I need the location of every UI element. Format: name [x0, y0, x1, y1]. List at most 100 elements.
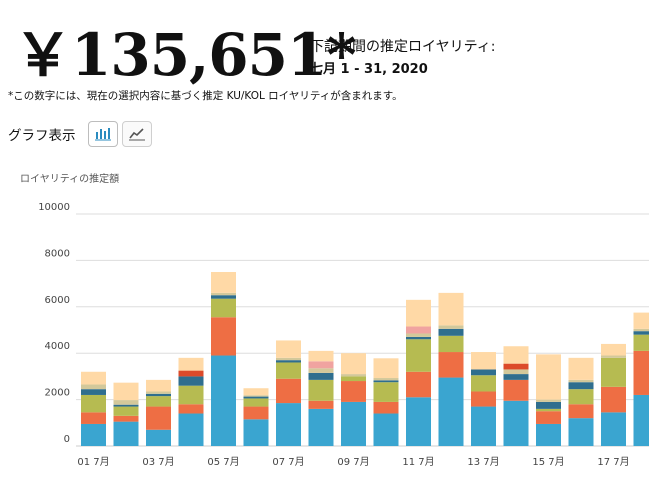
bar-segment[interactable] [308, 350, 334, 362]
bar-segment[interactable] [211, 317, 236, 356]
bar-stack[interactable] [341, 353, 366, 446]
bar-stack[interactable] [243, 388, 269, 446]
bar-segment[interactable] [568, 404, 594, 419]
bar-segment[interactable] [503, 369, 529, 375]
bar-segment[interactable] [146, 396, 171, 407]
bar-segment[interactable] [633, 328, 649, 332]
bar-segment[interactable] [406, 397, 431, 446]
bar-segment[interactable] [341, 401, 366, 446]
bar-segment[interactable] [81, 423, 106, 446]
bar-segment[interactable] [308, 400, 334, 409]
bar-segment[interactable] [243, 398, 269, 407]
bar-segment[interactable] [503, 346, 529, 364]
bar-segment[interactable] [373, 378, 399, 381]
bar-segment[interactable] [536, 401, 561, 409]
bar-segment[interactable] [568, 418, 594, 446]
bar-segment[interactable] [633, 350, 649, 395]
bar-segment[interactable] [113, 404, 139, 407]
bar-segment[interactable] [633, 394, 649, 446]
bar-stack[interactable] [406, 299, 431, 446]
bar-segment[interactable] [503, 363, 529, 370]
bar-segment[interactable] [373, 380, 399, 383]
bar-stack[interactable] [81, 371, 106, 446]
bar-segment[interactable] [601, 357, 626, 387]
bar-segment[interactable] [568, 357, 594, 380]
bar-segment[interactable] [308, 379, 334, 401]
bar-segment[interactable] [341, 376, 366, 382]
bar-segment[interactable] [276, 360, 301, 363]
bar-segment[interactable] [601, 355, 626, 358]
bar-stack[interactable] [503, 346, 529, 446]
bar-segment[interactable] [113, 421, 139, 446]
bar-segment[interactable] [308, 361, 334, 369]
bar-stack[interactable] [438, 292, 464, 446]
bar-segment[interactable] [503, 374, 529, 380]
bar-stack[interactable] [568, 357, 594, 446]
bar-segment[interactable] [503, 379, 529, 401]
bar-stack[interactable] [536, 354, 561, 446]
bar-segment[interactable] [536, 411, 561, 424]
bar-stack[interactable] [471, 352, 496, 446]
bar-segment[interactable] [81, 389, 106, 395]
bar-stack[interactable] [601, 343, 626, 446]
bar-segment[interactable] [113, 382, 139, 401]
bar-segment[interactable] [81, 371, 106, 385]
bar-segment[interactable] [373, 413, 399, 446]
bar-segment[interactable] [81, 412, 106, 424]
bar-segment[interactable] [503, 400, 529, 446]
bar-segment[interactable] [276, 362, 301, 379]
bar-segment[interactable] [568, 382, 594, 390]
bar-segment[interactable] [113, 415, 139, 422]
bar-stack[interactable] [308, 350, 334, 446]
bar-segment[interactable] [406, 326, 431, 334]
bar-segment[interactable] [601, 386, 626, 413]
bar-segment[interactable] [341, 381, 366, 402]
bar-stack[interactable] [373, 358, 399, 446]
bar-chart-button[interactable] [87, 121, 118, 147]
bar-segment[interactable] [243, 388, 269, 396]
bar-segment[interactable] [438, 377, 464, 446]
bar-stack[interactable] [276, 340, 301, 446]
bar-segment[interactable] [373, 358, 399, 379]
bar-stack[interactable] [178, 357, 204, 446]
bar-segment[interactable] [601, 343, 626, 356]
bar-segment[interactable] [373, 382, 399, 402]
bar-segment[interactable] [178, 404, 204, 414]
bar-segment[interactable] [178, 357, 204, 371]
bar-segment[interactable] [81, 384, 106, 390]
bar-segment[interactable] [308, 372, 334, 380]
bar-segment[interactable] [243, 396, 269, 399]
bar-segment[interactable] [438, 352, 464, 378]
bar-segment[interactable] [438, 328, 464, 336]
bar-stack[interactable] [633, 312, 649, 446]
bar-segment[interactable] [178, 413, 204, 446]
bar-segment[interactable] [113, 400, 139, 405]
bar-segment[interactable] [373, 401, 399, 414]
bar-segment[interactable] [633, 331, 649, 335]
bar-segment[interactable] [276, 340, 301, 358]
bar-segment[interactable] [568, 379, 594, 383]
bar-segment[interactable] [471, 406, 496, 446]
bar-segment[interactable] [406, 333, 431, 337]
bar-segment[interactable] [243, 395, 269, 397]
bar-stack[interactable] [211, 272, 236, 446]
bar-segment[interactable] [406, 339, 431, 372]
bar-segment[interactable] [438, 292, 464, 326]
bar-segment[interactable] [146, 393, 171, 397]
bar-segment[interactable] [146, 391, 171, 394]
bar-segment[interactable] [568, 389, 594, 405]
bar-segment[interactable] [178, 385, 204, 405]
bar-segment[interactable] [341, 374, 366, 377]
bar-segment[interactable] [211, 272, 236, 293]
bar-segment[interactable] [211, 295, 236, 299]
bar-stack[interactable] [113, 382, 139, 446]
bar-segment[interactable] [146, 406, 171, 430]
bar-segment[interactable] [308, 408, 334, 446]
bar-segment[interactable] [406, 371, 431, 398]
bar-segment[interactable] [406, 336, 431, 340]
bar-segment[interactable] [536, 423, 561, 446]
bar-segment[interactable] [113, 406, 139, 416]
bar-segment[interactable] [146, 379, 171, 392]
bar-segment[interactable] [471, 352, 496, 370]
bar-segment[interactable] [211, 355, 236, 446]
